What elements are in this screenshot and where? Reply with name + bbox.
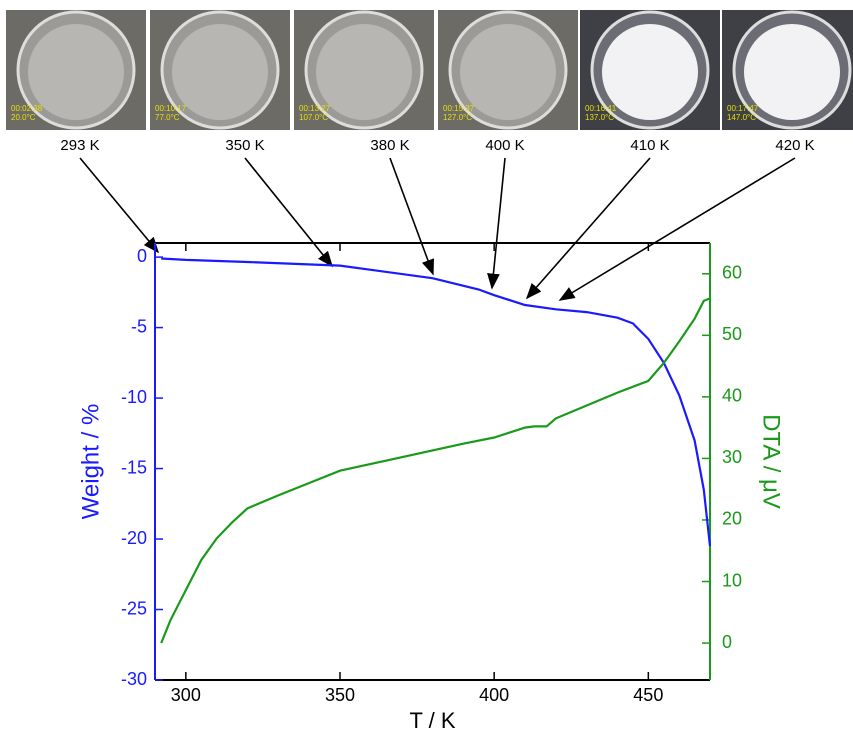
annotation: 420 K (775, 137, 814, 154)
photo-temp: 147.0°C (727, 113, 756, 122)
annotation: 400 K (485, 137, 524, 154)
y-tick-label: -30 (121, 669, 147, 689)
photo-time: 00:13:27 (299, 104, 331, 113)
photo-temp: 127.0°C (443, 113, 472, 122)
photo-temp: 77.0°C (155, 113, 180, 122)
arrow (245, 158, 332, 266)
photo-time: 00:17:47 (727, 104, 759, 113)
dish-inner (172, 24, 268, 120)
arrow (492, 158, 505, 288)
annotation: 380 K (370, 137, 409, 154)
y2-tick-label: 60 (722, 263, 742, 283)
x-tick-label: 400 (479, 685, 509, 705)
photo-time: 00:02:38 (11, 104, 43, 113)
y-tick-label: -15 (121, 457, 147, 477)
y2-tick-label: 10 (722, 570, 742, 590)
dish-inner (460, 24, 556, 120)
dish-inner (744, 24, 840, 120)
photo-time: 00:15:37 (443, 104, 475, 113)
photo-time: 00:10:17 (155, 104, 187, 113)
y2-tick-label: 30 (722, 447, 742, 467)
y2-tick-label: 40 (722, 386, 742, 406)
arrow (390, 158, 433, 274)
y2-axis-label: DTA / μV (758, 414, 785, 509)
x-tick-label: 350 (325, 685, 355, 705)
y-tick-label: -25 (121, 598, 147, 618)
y-tick-label: -10 (121, 387, 147, 407)
x-tick-label: 450 (633, 685, 663, 705)
y2-tick-label: 50 (722, 324, 742, 344)
x-axis-label: T / K (409, 708, 455, 733)
series-line (161, 259, 710, 547)
y2-tick-label: 0 (722, 632, 732, 652)
y-tick-label: 0 (137, 246, 147, 266)
photo-temp: 20.0°C (11, 113, 36, 122)
dish-inner (28, 24, 124, 120)
annotation: 410 K (630, 137, 669, 154)
photo-temp: 107.0°C (299, 113, 328, 122)
photo-temp: 137.0°C (585, 113, 614, 122)
y2-tick-label: 20 (722, 509, 742, 529)
arrow (80, 158, 158, 252)
arrow (560, 158, 795, 300)
annotation: 350 K (225, 137, 264, 154)
annotation: 293 K (60, 137, 99, 154)
photo-time: 00:16:41 (585, 104, 617, 113)
arrow (527, 158, 650, 298)
dish-inner (316, 24, 412, 120)
series-line (161, 298, 710, 643)
x-tick-label: 300 (171, 685, 201, 705)
y-tick-label: -5 (131, 316, 147, 336)
figure: 00:02:3820.0°C 00:10:1777.0°C 00:13:27107.… (0, 0, 853, 735)
dish-inner (602, 24, 698, 120)
y-axis-label: Weight / % (77, 404, 104, 520)
y-tick-label: -20 (121, 528, 147, 548)
